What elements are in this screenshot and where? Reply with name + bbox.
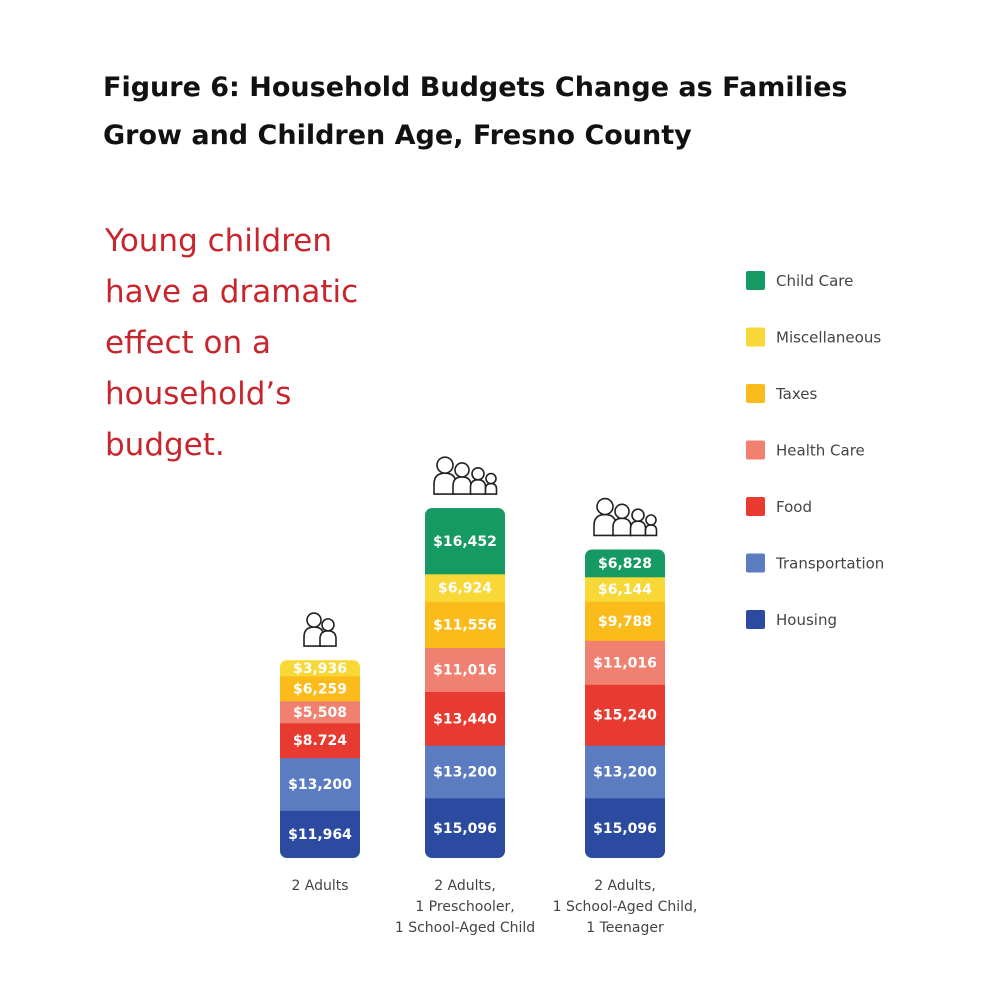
data-label: $3,936 <box>293 661 347 677</box>
bar-stack <box>425 508 505 858</box>
bar-segment-miscellaneous <box>585 576 665 602</box>
bar-segment-transportation <box>280 757 360 811</box>
two-person-icon <box>303 612 337 647</box>
bar-stack <box>280 660 360 859</box>
data-label: $11,016 <box>593 655 657 671</box>
data-label: $11,016 <box>433 662 497 678</box>
legend-swatch-transportation <box>746 553 765 573</box>
legend-label-housing: Housing <box>776 611 837 629</box>
legend-label-food: Food <box>776 498 812 516</box>
category-label: 1 Teenager <box>586 920 664 936</box>
category-label: 2 Adults <box>291 878 348 894</box>
bar-segment-transportation <box>585 745 665 799</box>
category-label: 2 Adults, <box>594 878 656 894</box>
data-label: $6,828 <box>598 556 652 572</box>
data-label: $13,200 <box>593 764 657 780</box>
bar-segment-health-care <box>585 640 665 685</box>
bar-segment-food <box>425 691 505 746</box>
bar-segment-child-care <box>425 508 505 575</box>
legend-swatch-food <box>746 497 765 516</box>
data-label: $13,200 <box>288 777 352 793</box>
bar-segment-taxes <box>425 601 505 649</box>
data-label: $5,508 <box>293 705 347 721</box>
legend-swatch-child-care <box>746 271 765 290</box>
bar-segment-miscellaneous <box>280 660 360 677</box>
four-person-icon <box>433 456 498 495</box>
tagline-line: have a dramatic <box>105 274 359 310</box>
bar-segment-taxes <box>585 601 665 641</box>
data-label: $6,144 <box>598 582 652 598</box>
tagline: Young children have a dramatic effect on… <box>105 216 405 471</box>
category-label: 1 School-Aged Child, <box>553 899 698 915</box>
chart-title: Figure 6: Household Budgets Change as Fa… <box>103 64 863 160</box>
chart-title-line: Figure 6: Household Budgets Change as Fa… <box>103 72 848 103</box>
legend-label-child-care: Child Care <box>776 272 853 290</box>
category-label: 1 Preschooler, <box>415 899 514 915</box>
bar-segment-housing <box>280 810 360 859</box>
bar-segment-health-care <box>425 647 505 693</box>
tagline-line: budget. <box>105 427 225 463</box>
tagline-line: effect on a <box>105 325 272 361</box>
bar-segment-miscellaneous <box>425 573 505 602</box>
tagline-line: household’s <box>105 376 292 412</box>
data-label: $9,788 <box>598 614 652 630</box>
four-person-icon <box>593 497 658 537</box>
chart-title-line: Grow and Children Age, Fresno County <box>103 120 692 151</box>
legend-swatch-housing <box>746 610 765 629</box>
bar-segment-taxes <box>280 675 360 702</box>
legend-label-health-care: Health Care <box>776 442 865 460</box>
data-label: $15,096 <box>433 821 497 837</box>
bar-segment-housing <box>585 797 665 858</box>
bar-segment-food <box>280 722 360 759</box>
bar-segment-child-care <box>585 549 665 578</box>
bar-segment-health-care <box>280 700 360 724</box>
data-label: $15,096 <box>593 821 657 837</box>
legend-label-transportation: Transportation <box>775 555 884 573</box>
tagline-line: Young children <box>105 223 332 259</box>
legend-label-miscellaneous: Miscellaneous <box>776 329 881 347</box>
legend-swatch-miscellaneous <box>746 327 765 347</box>
legend-swatch-health-care <box>746 440 765 460</box>
legend-label-taxes: Taxes <box>775 385 818 403</box>
data-label: $13,200 <box>433 764 497 780</box>
category-label: 2 Adults, <box>434 878 496 894</box>
bar-segment-transportation <box>425 745 505 799</box>
bar-segment-housing <box>425 797 505 858</box>
data-label: $13,440 <box>433 711 497 727</box>
data-label: $6,924 <box>438 581 492 597</box>
bar-segment-food <box>585 684 665 746</box>
data-label: $11,964 <box>288 827 352 843</box>
data-label: $6,259 <box>293 681 347 697</box>
data-label: $15,240 <box>593 708 657 724</box>
bar-stack <box>585 549 665 858</box>
legend-swatch-taxes <box>746 384 765 403</box>
data-label: $16,452 <box>433 534 497 550</box>
data-label: $11,556 <box>433 617 497 633</box>
data-label: $8.724 <box>293 733 347 749</box>
category-label: 1 School-Aged Child <box>395 920 535 936</box>
